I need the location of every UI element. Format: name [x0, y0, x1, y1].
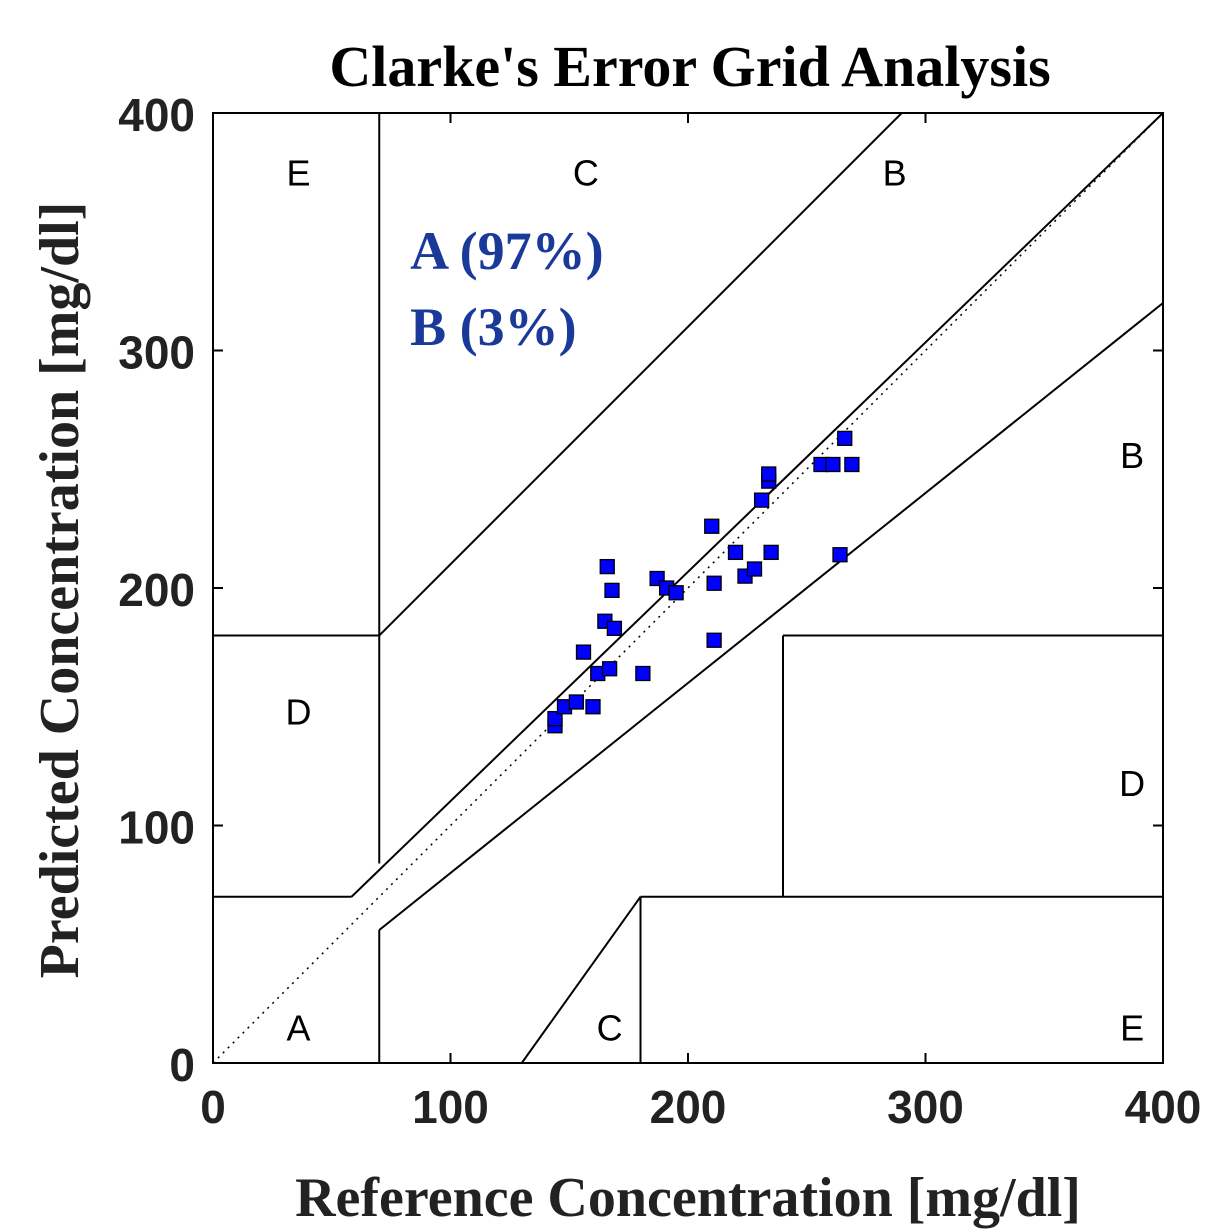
zone-label: C: [597, 1007, 623, 1048]
data-point: [746, 561, 763, 577]
zone-percentage-label: B (3%): [410, 297, 576, 357]
data-point: [568, 694, 585, 710]
x-tick-label: 300: [887, 1081, 964, 1133]
data-point: [606, 620, 623, 637]
y-tick-label: 0: [169, 1039, 195, 1091]
zone-boundaries: [212, 112, 1164, 1064]
data-point: [753, 492, 770, 508]
data-point: [604, 582, 620, 599]
zone-label: C: [573, 152, 599, 193]
x-tick-label: 200: [650, 1081, 727, 1133]
y-tick-label: 300: [118, 327, 195, 379]
zone-label: E: [286, 152, 310, 193]
data-point: [825, 456, 841, 473]
x-axis-label: Reference Concentration [mg/dl]: [295, 1167, 1081, 1229]
zone-label: B: [883, 152, 907, 193]
x-tick-label: 100: [412, 1081, 489, 1133]
zone-line-10: [520, 896, 642, 1064]
zone-line-3: [378, 112, 903, 637]
zone-label: B: [1120, 435, 1144, 476]
data-point: [706, 575, 722, 591]
data-point: [585, 699, 601, 715]
data-point: [761, 466, 777, 482]
data-point: [668, 585, 684, 601]
zone-labels: E C B B D D A C E: [286, 152, 1146, 1048]
data-point: [706, 632, 722, 648]
data-point: [575, 644, 592, 660]
data-point: [837, 430, 853, 447]
data-point: [601, 661, 618, 677]
data-point: [844, 456, 860, 473]
data-point: [832, 547, 848, 563]
chart-title: Clarke's Error Grid Analysis: [329, 34, 1050, 99]
data-point: [763, 544, 779, 561]
x-tick-label: 0: [200, 1081, 226, 1133]
data-point: [727, 544, 744, 561]
y-tick-label: 100: [118, 802, 195, 854]
data-points: [547, 430, 860, 734]
zone-label: D: [286, 692, 312, 733]
stat-annotations: A (97%) B (3%): [410, 221, 603, 357]
zone-label: D: [1119, 763, 1145, 804]
y-tick-label: 400: [118, 89, 195, 141]
y-axis-label: Predicted Concentration [mg/dl]: [29, 202, 91, 979]
zone-label: A: [286, 1007, 310, 1048]
data-point: [704, 518, 720, 534]
zone-label: E: [1120, 1007, 1144, 1048]
axis-ticks: 0 100 200 300 400 0 100 200 300 400: [118, 89, 1201, 1133]
identity-diagonal: [212, 112, 1164, 1064]
data-point: [599, 558, 615, 575]
zone-line-5: [378, 302, 1164, 931]
data-point: [635, 665, 651, 682]
plot-frame: [212, 112, 1164, 1064]
x-tick-label: 400: [1125, 1081, 1202, 1133]
data-point: [547, 710, 563, 727]
zone-percentage-label: A (97%): [410, 221, 603, 281]
y-tick-label: 200: [118, 564, 195, 616]
